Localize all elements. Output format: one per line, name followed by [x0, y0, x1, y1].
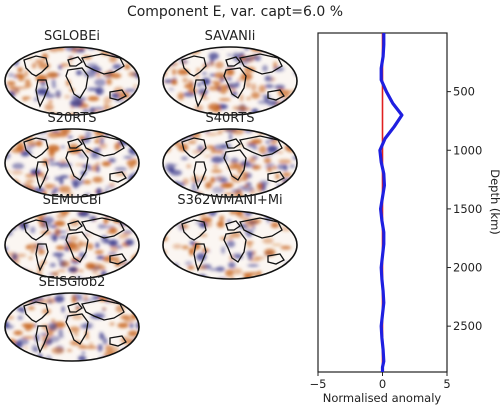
y-tick-label: 1000: [453, 143, 482, 157]
map-label-savanii: SAVANIi: [204, 29, 256, 44]
map-savanii: [162, 46, 298, 116]
map-label-s362wmani: S362WMANI+Mi: [177, 193, 283, 208]
y-tick-label: 2500: [453, 319, 482, 333]
map-s40rts: [162, 128, 298, 198]
y-tick-label: 1500: [453, 202, 482, 216]
map-s362wmani: [162, 210, 298, 280]
map-s20rts: [4, 128, 140, 198]
map-semucbi: [4, 210, 140, 280]
x-tick-label: −5: [310, 377, 327, 391]
map-seisglob2: [4, 292, 140, 362]
y-tick-label: 2000: [453, 261, 482, 275]
x-tick-label: 0: [379, 377, 386, 391]
map-label-sglobei: SGLOBEi: [43, 29, 101, 44]
y-tick-label: 500: [453, 85, 475, 99]
anomaly-profile-line: [378, 33, 404, 372]
map-sglobei: [4, 46, 140, 116]
map-label-s20rts: S20RTS: [47, 111, 97, 126]
x-tick-label: 5: [443, 377, 450, 391]
tick-group: −5 0 5 500 1000 1500 2000 2500: [310, 85, 483, 391]
y-axis-label: Depth (km): [488, 169, 500, 235]
map-label-seisglob2: SEISGlob2: [38, 275, 106, 290]
x-axis-label: Normalised anomaly: [323, 391, 442, 405]
figure-title: Component E, var. capt=6.0 %: [126, 4, 344, 20]
map-label-semucbi: SEMUCBi: [42, 193, 102, 208]
map-label-s40rts: S40RTS: [205, 111, 255, 126]
